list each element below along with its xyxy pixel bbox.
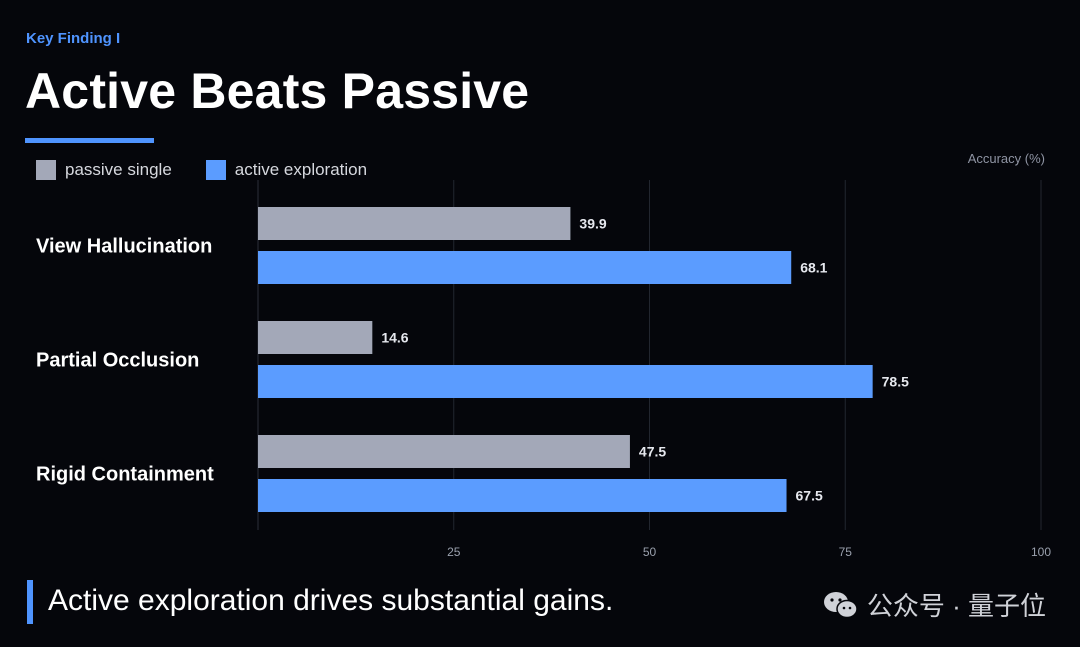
bar-value-label: 78.5 <box>882 374 909 390</box>
bar-value-label: 47.5 <box>639 444 666 460</box>
bar-value-label: 68.1 <box>800 260 827 276</box>
bar-active <box>258 365 873 398</box>
page-title: Active Beats Passive <box>25 63 530 119</box>
x-tick-label-25: 25 <box>447 545 461 559</box>
x-tick-label-50: 50 <box>643 545 657 559</box>
chart-legend: passive single active exploration <box>36 160 401 180</box>
legend-item-active: active exploration <box>205 160 368 180</box>
legend-label-active: active exploration <box>234 160 368 179</box>
watermark-text: 公众号 · 量子位 <box>866 591 1046 621</box>
bar-active <box>258 479 787 512</box>
title-underline <box>25 138 154 143</box>
legend-label-passive: passive single <box>65 160 172 179</box>
bar-passive <box>258 207 571 240</box>
x-tick-label-100: 100 <box>1031 545 1051 559</box>
footer-accent-bar <box>27 580 33 624</box>
legend-swatch-passive <box>36 160 56 180</box>
legend-item-passive: passive single <box>36 160 172 180</box>
category-label: Rigid Containment <box>36 464 214 486</box>
axis-unit-label: Accuracy (%) <box>967 151 1045 166</box>
bar-value-label: 14.6 <box>381 330 408 346</box>
category-label: View Hallucination <box>36 236 212 258</box>
bar-value-label: 67.5 <box>796 488 823 504</box>
bar-value-label: 39.9 <box>579 216 606 232</box>
bar-passive <box>258 321 373 354</box>
bar-passive <box>258 435 630 468</box>
x-tick-label-75: 75 <box>839 545 853 559</box>
category-label: Partial Occlusion <box>36 350 199 372</box>
eyebrow-label: Key Finding I <box>26 30 121 47</box>
wechat-icon <box>823 591 858 618</box>
watermark: 公众号 · 量子位 <box>823 586 1046 623</box>
bar-active <box>258 251 792 284</box>
footer-caption: Active exploration drives substantial ga… <box>48 584 614 617</box>
legend-swatch-active <box>205 160 226 180</box>
